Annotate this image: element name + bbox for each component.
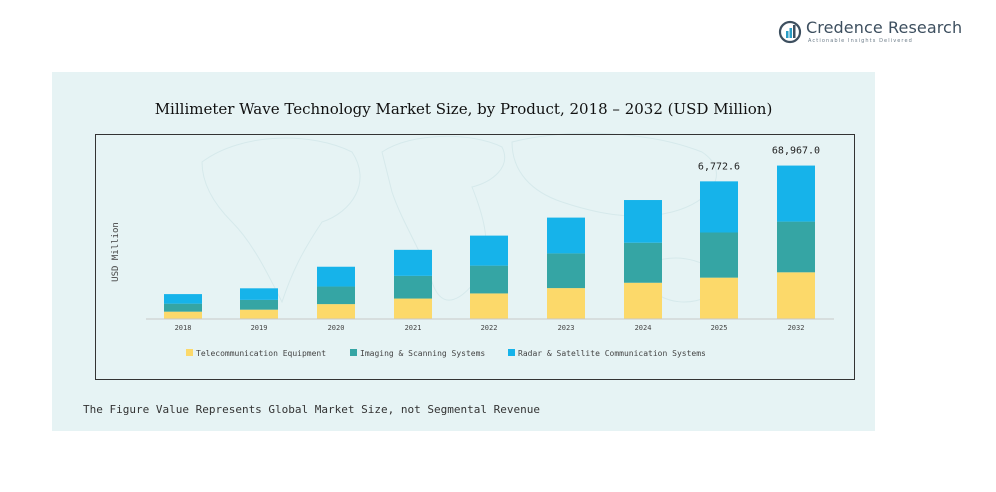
bar-2025-series-0 (700, 277, 738, 319)
bar-2020-series-1 (317, 286, 355, 305)
bar-2019-series-0 (240, 309, 278, 319)
x-tick-2020: 2020 (328, 324, 345, 332)
legend-label-0: Telecommunication Equipment (196, 349, 326, 358)
annotation-2025: 6,772.6 (698, 161, 740, 172)
x-tick-2018: 2018 (175, 324, 192, 332)
bar-2020-series-2 (317, 266, 355, 287)
bar-2025-series-2 (700, 181, 738, 233)
credence-logo-icon (778, 20, 802, 44)
bar-2032-series-0 (777, 272, 815, 319)
legend-item-1: Imaging & Scanning Systems (350, 349, 485, 358)
bar-2021-series-1 (394, 275, 432, 299)
bar-2025-series-1 (700, 232, 738, 278)
x-tick-2025: 2025 (711, 324, 728, 332)
chart-title: Millimeter Wave Technology Market Size, … (154, 100, 773, 118)
brand-tagline: Actionable Insights Delivered (808, 38, 913, 44)
brand-logo: Credence Research Actionable Insights De… (778, 18, 962, 48)
bar-2018-series-2 (164, 294, 202, 304)
x-tick-2022: 2022 (481, 324, 498, 332)
bar-2022-series-2 (470, 235, 508, 266)
bar-2023-series-0 (547, 288, 585, 319)
annotation-2032: 68,967.0 (772, 146, 820, 157)
bar-2019-series-1 (240, 299, 278, 310)
bar-2032-series-2 (777, 165, 815, 222)
legend-item-0: Telecommunication Equipment (186, 349, 326, 358)
bar-2018-series-1 (164, 303, 202, 312)
plot-frame (95, 134, 855, 380)
legend-swatch-2 (508, 349, 515, 356)
bar-2024-series-1 (624, 242, 662, 283)
x-tick-2024: 2024 (635, 324, 652, 332)
bar-2023-series-1 (547, 253, 585, 289)
bar-2021-series-0 (394, 298, 432, 319)
bar-2023-series-2 (547, 217, 585, 254)
bar-2021-series-2 (394, 249, 432, 276)
legend-item-2: Radar & Satellite Communication Systems (508, 349, 706, 358)
bar-2020-series-0 (317, 304, 355, 319)
bar-2024-series-2 (624, 200, 662, 243)
bar-2024-series-0 (624, 282, 662, 319)
bar-2019-series-2 (240, 288, 278, 300)
x-tick-2023: 2023 (558, 324, 575, 332)
x-tick-labels: 2018 2019 2020 2021 2022 2023 2024 2025 2032 (175, 324, 805, 332)
bar-2032-series-1 (777, 221, 815, 273)
bar-2022-series-0 (470, 293, 508, 319)
bar-2022-series-1 (470, 265, 508, 294)
footnote: The Figure Value Represents Global Marke… (83, 403, 540, 416)
x-tick-2032: 2032 (788, 324, 805, 332)
y-axis-label: USD Million (111, 222, 121, 282)
legend-swatch-0 (186, 349, 193, 356)
legend: Telecommunication Equipment Imaging & Sca… (186, 349, 706, 358)
bars-group (164, 165, 815, 319)
bar-2018-series-0 (164, 311, 202, 319)
legend-label-1: Imaging & Scanning Systems (360, 349, 485, 358)
bar-annotations: 6,772.6 68,967.0 (698, 146, 820, 173)
legend-label-2: Radar & Satellite Communication Systems (518, 349, 706, 358)
x-tick-2019: 2019 (251, 324, 268, 332)
x-tick-2021: 2021 (405, 324, 422, 332)
brand-name: Credence Research (806, 18, 963, 37)
legend-swatch-1 (350, 349, 357, 356)
